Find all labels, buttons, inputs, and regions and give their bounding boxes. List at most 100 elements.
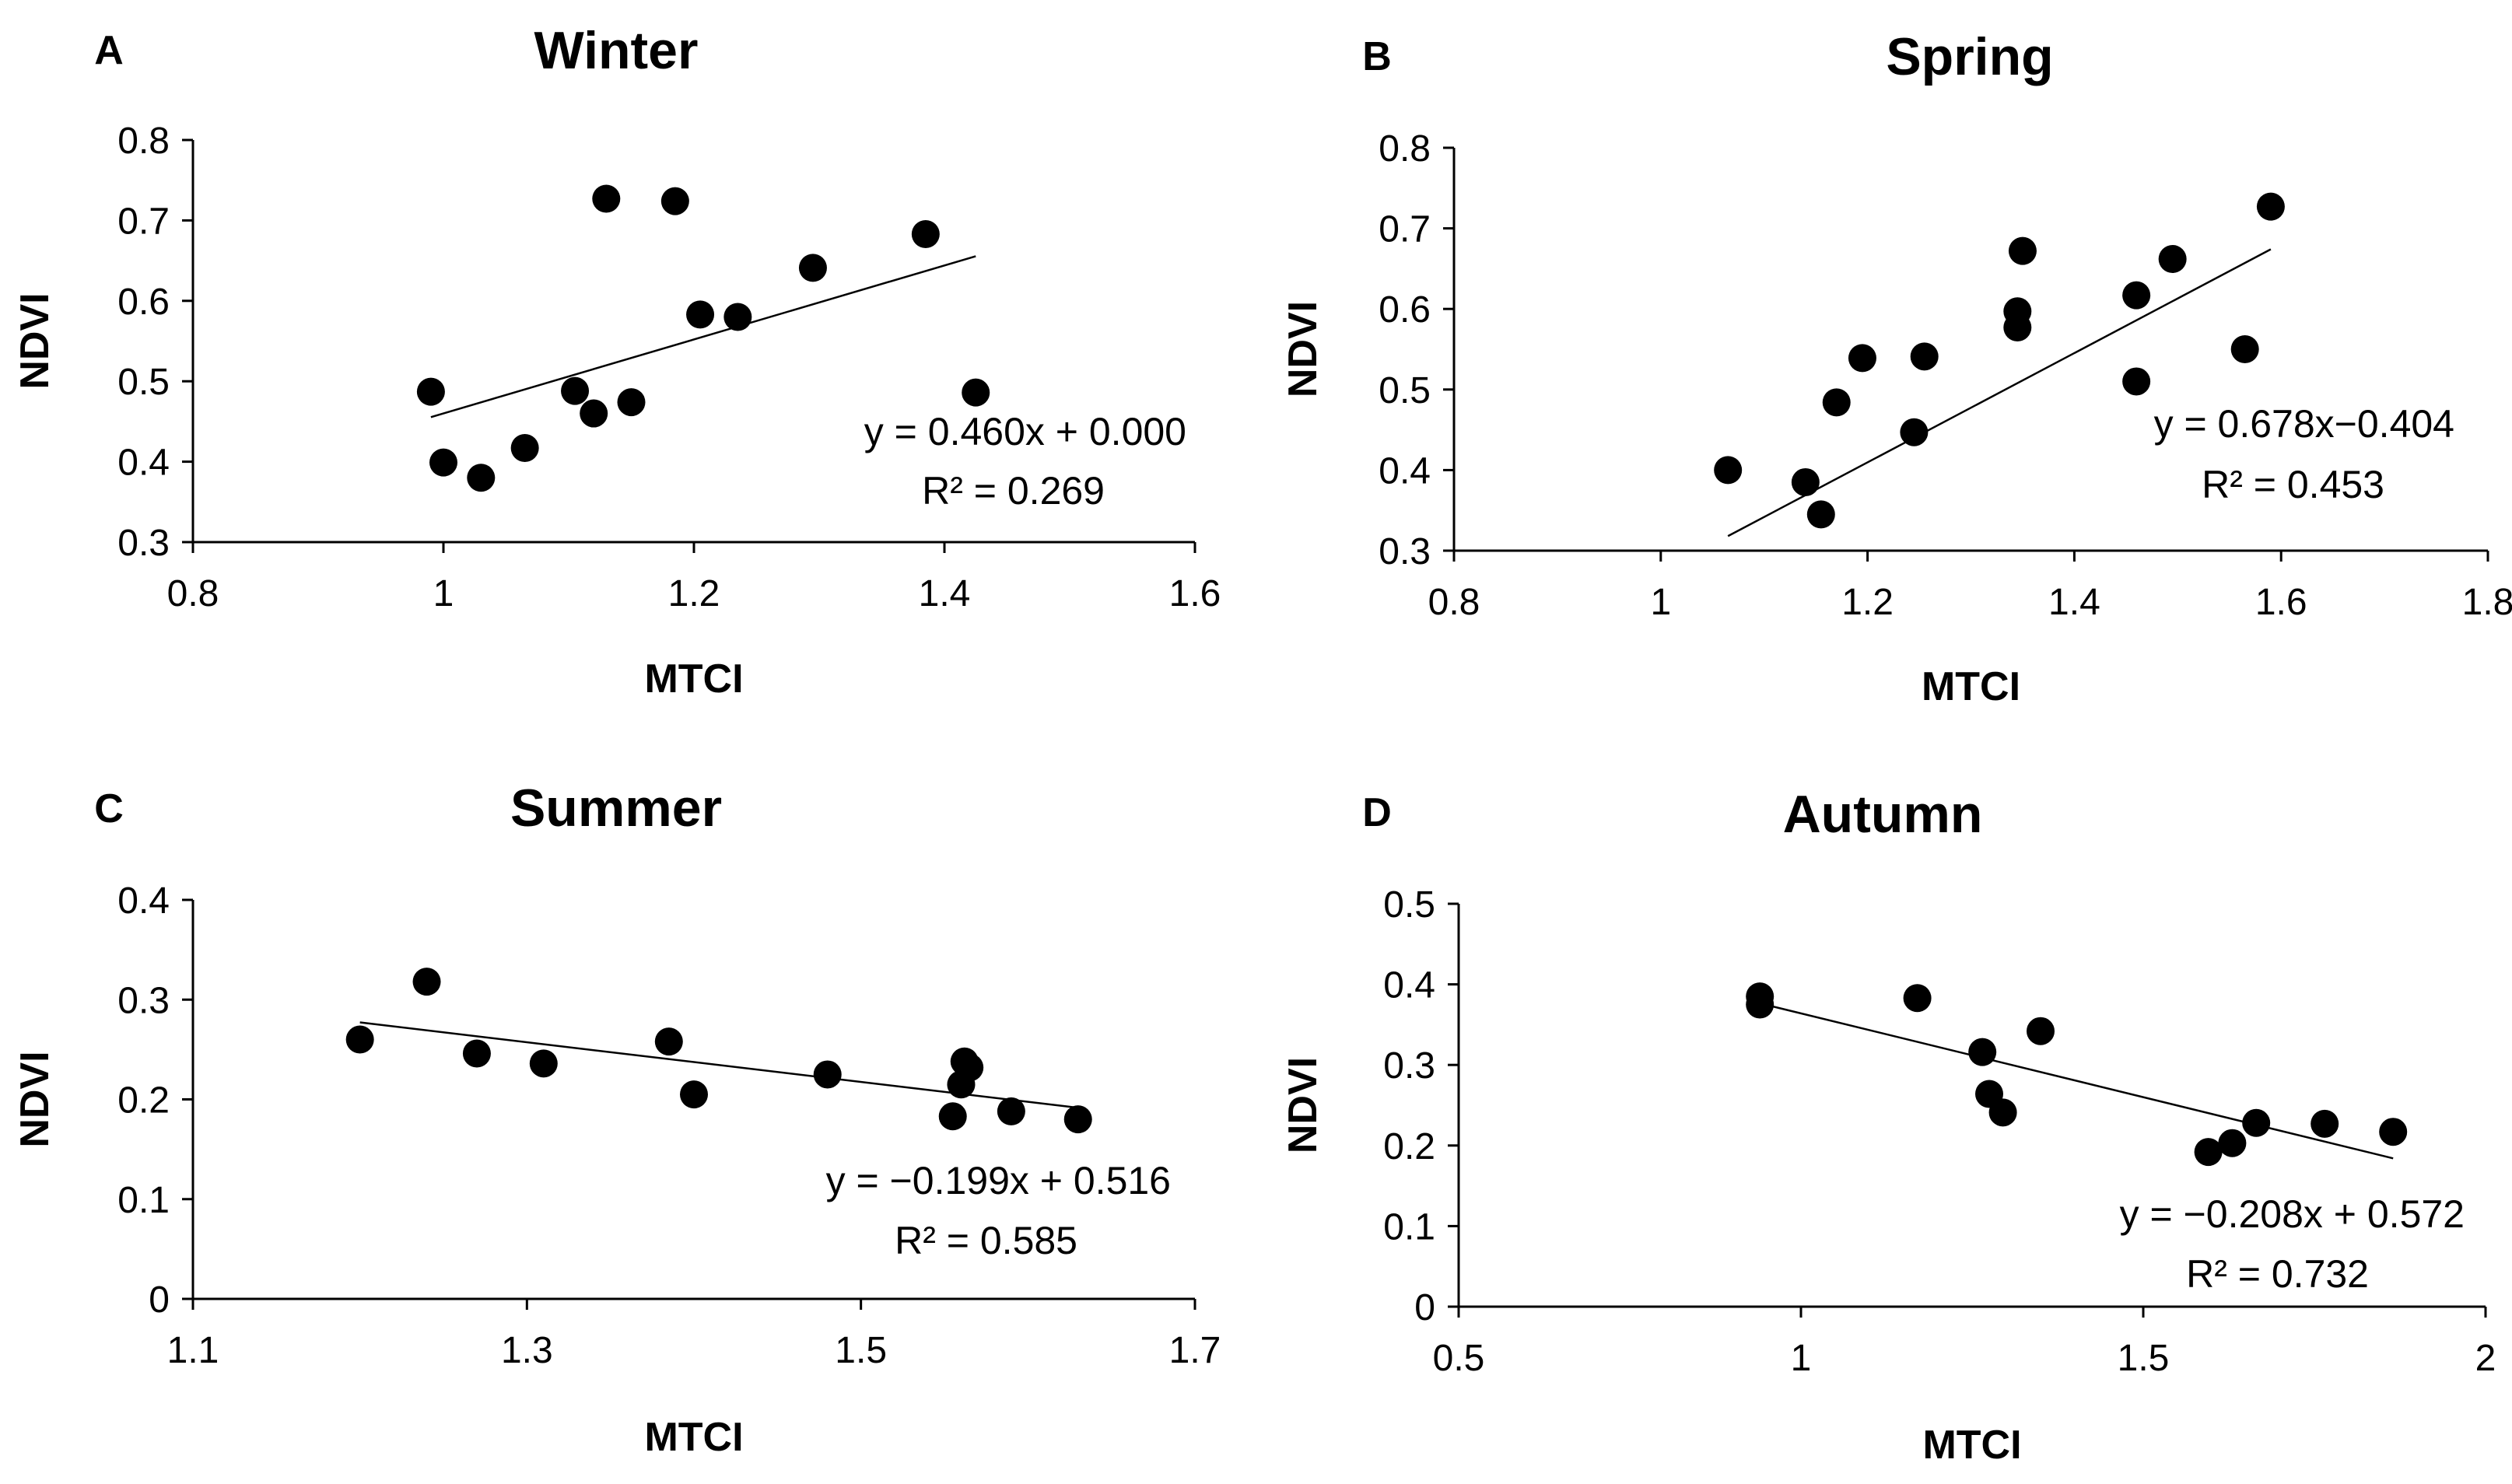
r-squared-label: R² = 0.269 [922,469,1105,513]
y-tick-label: 0.8 [117,121,170,162]
regression-equation: y = 0.678x−0.404 [2154,402,2454,446]
chart-title: Winter [534,21,699,80]
y-tick-label: 0 [149,1279,170,1321]
x-tick-label: 1.7 [1169,1330,1221,1371]
data-point [911,219,940,248]
data-point [416,377,445,406]
regression-equation: y = 0.460x + 0.000 [864,410,1186,453]
data-point [680,1080,708,1109]
data-point [1746,990,1775,1019]
y-tick-label: 0.3 [117,523,170,564]
x-tick-label: 1 [1650,582,1671,623]
data-point [1822,388,1851,417]
data-point [2230,335,2259,363]
data-point [962,378,990,407]
data-point [1968,1038,1997,1066]
x-tick-label: 1 [1791,1338,1812,1379]
data-point [2194,1138,2223,1167]
panel-letter: C [94,786,124,831]
chart-title: Autumn [1783,785,1983,844]
x-tick-label: 2 [2475,1338,2496,1379]
y-tick-label: 0.6 [117,282,170,323]
r-squared-label: R² = 0.732 [2186,1252,2369,1296]
y-tick-label: 0.4 [1379,450,1431,492]
x-tick-label: 1.4 [2048,582,2100,623]
data-point [2158,244,2187,273]
y-axis-title: NDVI [12,292,58,389]
data-point [2122,367,2151,396]
y-tick-label: 0.8 [1379,128,1431,170]
data-point [2218,1129,2247,1157]
x-tick-label: 0.8 [167,573,219,614]
y-axis-title: NDVI [1281,1057,1326,1153]
data-point [561,376,590,405]
y-tick-label: 0.4 [117,443,170,484]
y-tick-label: 0.5 [1379,370,1431,411]
data-point [429,448,457,477]
y-tick-label: 0.1 [1383,1206,1435,1248]
data-point [1910,342,1939,371]
x-axis-title: MTCI [1922,664,2020,709]
data-point [654,1027,683,1056]
data-point [2379,1118,2408,1146]
data-point [1848,344,1876,373]
scatter-panel-c: C Summer 0 0.1 0.2 0.3 0.4 1.1 1.3 1.5 1.7 MTCI NDVI… [12,779,1221,1460]
data-point [1791,467,1820,496]
scatter-panel-b: B Spring 0.3 0.4 0.5 0.6 0.7 0.8 0.8 1 1.2 1.4 1.6 1.… [1281,27,2512,709]
x-axis-title: MTCI [644,1415,743,1460]
x-tick-label: 0.5 [1433,1338,1485,1379]
data-point [529,1049,558,1078]
panel-letter: B [1362,34,1392,79]
x-tick-label: 1.2 [1841,582,1894,623]
scatter-panel-d: D Autumn 0 0.1 0.2 0.3 0.4 0.5 0.5 1 1.5 2 MTCI NDVI y… [1281,785,2496,1468]
trendline [430,255,976,418]
data-point [592,184,621,213]
panel-letter: D [1362,790,1392,835]
data-point [617,388,646,417]
y-tick-label: 0.5 [117,362,170,403]
data-point [467,464,496,492]
y-tick-label: 0.3 [117,980,170,1021]
data-point [1063,1105,1092,1134]
x-axis-title: MTCI [1922,1423,2021,1468]
data-point [813,1060,842,1089]
r-squared-label: R² = 0.453 [2202,463,2384,506]
scatter-panel-a: A Winter 0.3 0.4 0.5 0.6 0.7 0.8 0.8 1 1.2 1.4 1.6 MT… [12,21,1221,702]
trendline [1727,248,2272,537]
regression-equation: y = −0.199x + 0.516 [826,1159,1171,1202]
y-axis-title: NDVI [12,1051,58,1147]
y-tick-label: 0.5 [1383,884,1435,926]
y-tick-label: 0.7 [117,201,170,242]
x-axis-title: MTCI [644,656,743,702]
y-tick-label: 0.4 [1383,965,1435,1006]
data-point [1988,1098,2017,1127]
x-tick-label: 0.8 [1428,582,1480,623]
y-tick-label: 0.3 [1379,531,1431,572]
y-tick-label: 0.4 [117,880,170,922]
y-tick-label: 0.6 [1379,289,1431,331]
data-point [345,1025,374,1054]
data-point [2027,1017,2055,1045]
data-point [798,254,827,282]
x-tick-label: 1.6 [1169,573,1221,614]
y-tick-label: 0.7 [1379,209,1431,250]
data-point [955,1053,984,1082]
data-point [723,303,752,331]
regression-equation: y = −0.208x + 0.572 [2120,1192,2465,1236]
x-tick-label: 1 [433,573,454,614]
data-point [2003,297,2032,326]
data-point [462,1039,491,1068]
x-tick-label: 1.1 [167,1330,219,1371]
data-point [997,1097,1025,1125]
trendline [1759,1002,2394,1160]
data-point [1806,500,1835,529]
data-point [1714,456,1743,485]
data-point [580,399,608,428]
x-tick-label: 1.5 [835,1330,887,1371]
data-point [510,434,539,463]
x-tick-label: 1.4 [919,573,971,614]
chart-title: Spring [1886,27,2053,86]
x-tick-label: 1.8 [2462,582,2512,623]
data-point [686,300,715,329]
r-squared-label: R² = 0.585 [895,1219,1077,1262]
